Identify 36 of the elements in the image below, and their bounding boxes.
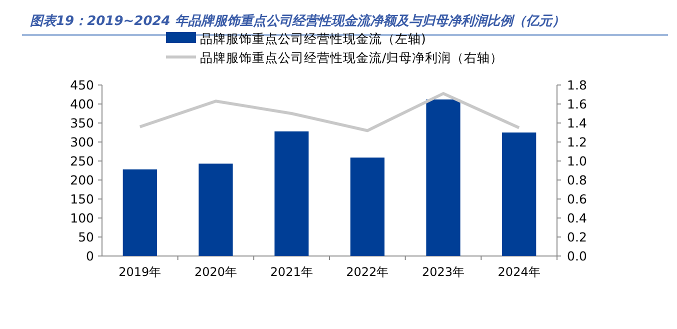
y-tick-label: 0: [86, 248, 94, 264]
bar: [198, 164, 233, 256]
y-tick-label: 300: [70, 134, 94, 150]
x-tick-label: 2020年: [194, 265, 238, 279]
x-tick-label: 2023年: [422, 265, 465, 279]
y2-tick-label: 0.0: [567, 248, 587, 264]
y-tick-label: 100: [70, 210, 94, 226]
x-tick-label: 2022年: [346, 265, 389, 279]
x-tick-label: 2021年: [270, 265, 313, 279]
y-tick-label: 450: [70, 78, 94, 92]
y2-tick-label: 1.0: [567, 154, 587, 168]
y-tick-label: 250: [70, 154, 94, 168]
y2-tick-label: 0.4: [567, 210, 587, 226]
legend-label: 品牌服饰重点公司经营性现金流（左轴): [200, 31, 426, 46]
y2-tick-label: 0.8: [567, 172, 587, 188]
y-tick-label: 200: [70, 172, 94, 188]
y2-tick-label: 0.6: [567, 192, 587, 206]
y-tick-label: 400: [70, 96, 94, 112]
bar: [502, 132, 536, 256]
bar: [274, 131, 309, 256]
bar: [426, 99, 460, 256]
bar: [350, 158, 384, 256]
y2-tick-label: 1.8: [567, 78, 587, 92]
y-tick-label: 50: [78, 230, 94, 244]
y2-tick-label: 1.6: [567, 96, 587, 112]
line-series: [138, 92, 521, 132]
bar: [122, 169, 157, 256]
y2-tick-label: 0.2: [567, 230, 587, 244]
chart-title: 图表19：2019~2024 年品牌服饰重点公司经营性现金流净额及与归母净利润比例（亿元）: [30, 13, 565, 29]
y-tick-label: 350: [70, 116, 94, 130]
y-tick-label: 150: [70, 192, 94, 206]
x-tick-label: 2019年: [118, 265, 162, 279]
legend-label: 品牌服饰重点公司经营性现金流/归母净利润（右轴）: [200, 50, 504, 65]
y2-tick-label: 1.4: [567, 116, 587, 130]
x-tick-label: 2024年: [498, 265, 540, 279]
y2-tick-label: 1.2: [567, 134, 587, 150]
